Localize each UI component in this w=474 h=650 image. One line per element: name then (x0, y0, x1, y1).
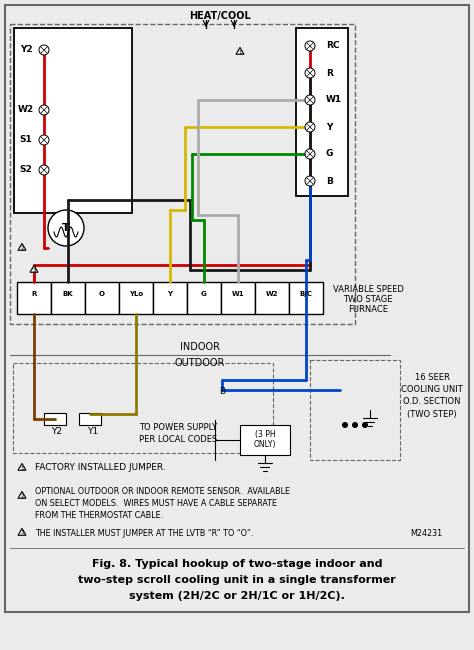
Polygon shape (18, 463, 26, 471)
Text: INDOOR: INDOOR (180, 342, 220, 352)
Text: Y: Y (167, 291, 173, 297)
Circle shape (39, 105, 49, 115)
Text: BK: BK (63, 291, 73, 297)
Text: S2: S2 (19, 166, 32, 174)
Polygon shape (236, 47, 244, 55)
Text: B: B (219, 387, 225, 395)
Text: Y2: Y2 (20, 46, 32, 55)
Circle shape (305, 95, 315, 105)
Text: G: G (326, 150, 333, 159)
Text: O: O (99, 291, 105, 297)
Polygon shape (30, 265, 38, 272)
Text: R: R (326, 68, 333, 77)
Bar (79, 413, 101, 425)
Circle shape (48, 210, 84, 246)
Text: 3: 3 (20, 530, 24, 536)
Bar (119, 282, 153, 314)
Text: 1: 1 (20, 465, 24, 471)
Text: FURNACE: FURNACE (348, 306, 388, 315)
Text: O.D. SECTION: O.D. SECTION (403, 398, 461, 406)
Text: R: R (31, 291, 36, 297)
Text: RC: RC (326, 42, 339, 51)
Text: YLo: YLo (129, 291, 143, 297)
Text: 16 SEER: 16 SEER (415, 374, 449, 382)
Text: THE INSTALLER MUST JUMPER AT THE LVTB “R” TO “O”.: THE INSTALLER MUST JUMPER AT THE LVTB “R… (35, 528, 254, 538)
Text: Y2: Y2 (52, 426, 63, 436)
Polygon shape (18, 243, 26, 250)
Text: W2: W2 (266, 291, 278, 297)
Text: system (2H/2C or 2H/1C or 1H/2C).: system (2H/2C or 2H/1C or 1H/2C). (129, 591, 345, 601)
Bar (44, 413, 66, 425)
Circle shape (342, 422, 348, 428)
Text: VARIABLE SPEED: VARIABLE SPEED (333, 285, 403, 294)
Circle shape (305, 122, 315, 132)
Bar (187, 282, 221, 314)
Text: (TWO STEP): (TWO STEP) (407, 410, 457, 419)
Bar (240, 425, 290, 455)
Bar (13, 363, 273, 453)
Circle shape (362, 422, 368, 428)
Text: G: G (201, 291, 207, 297)
Text: Y1: Y1 (87, 426, 99, 436)
Text: (3 PH: (3 PH (255, 430, 275, 439)
Circle shape (39, 135, 49, 145)
Circle shape (305, 176, 315, 186)
Text: TWO STAGE: TWO STAGE (343, 296, 393, 304)
Bar (221, 282, 255, 314)
Polygon shape (18, 528, 26, 536)
Text: OPTIONAL OUTDOOR OR INDOOR REMOTE SENSOR.  AVAILABLE: OPTIONAL OUTDOOR OR INDOOR REMOTE SENSOR… (35, 486, 290, 495)
Text: W2: W2 (18, 105, 34, 114)
Text: FROM THE THERMOSTAT CABLE.: FROM THE THERMOSTAT CABLE. (35, 510, 163, 519)
Text: W1: W1 (326, 96, 342, 105)
Text: ONLY): ONLY) (254, 441, 276, 450)
Bar (14, 28, 132, 213)
Circle shape (305, 149, 315, 159)
Text: TO POWER SUPPLY: TO POWER SUPPLY (139, 424, 217, 432)
Text: OUTDOOR: OUTDOOR (175, 358, 225, 368)
Bar (51, 282, 85, 314)
Bar (310, 360, 400, 460)
Text: W1: W1 (232, 291, 244, 297)
Text: ON SELECT MODELS.  WIRES MUST HAVE A CABLE SEPARATE: ON SELECT MODELS. WIRES MUST HAVE A CABL… (35, 499, 277, 508)
Text: 2: 2 (20, 493, 24, 499)
Text: M24231: M24231 (410, 528, 442, 538)
Bar (10, 24, 355, 324)
Text: 3: 3 (32, 268, 36, 272)
Text: PER LOCAL CODES: PER LOCAL CODES (139, 436, 217, 445)
Bar (85, 282, 119, 314)
Text: two-step scroll cooling unit in a single transformer: two-step scroll cooling unit in a single… (78, 575, 396, 585)
Circle shape (352, 422, 358, 428)
Text: HEAT/COOL: HEAT/COOL (189, 11, 251, 21)
Bar (289, 282, 323, 314)
Polygon shape (18, 491, 26, 499)
Bar (17, 282, 51, 314)
Text: B/C: B/C (300, 291, 312, 297)
Bar (296, 28, 348, 196)
Text: Y: Y (326, 122, 332, 131)
Text: Fig. 8. Typical hookup of two-stage indoor and: Fig. 8. Typical hookup of two-stage indo… (92, 559, 382, 569)
Circle shape (305, 68, 315, 78)
Circle shape (305, 41, 315, 51)
Text: COOLING UNIT: COOLING UNIT (401, 385, 463, 395)
Bar (153, 282, 187, 314)
Text: FACTORY INSTALLED JUMPER.: FACTORY INSTALLED JUMPER. (35, 463, 165, 473)
Text: S1: S1 (19, 135, 32, 144)
Text: B: B (326, 177, 333, 185)
Text: T: T (62, 223, 70, 233)
Circle shape (39, 165, 49, 175)
Bar (255, 282, 289, 314)
Text: 2: 2 (20, 246, 24, 250)
Circle shape (39, 45, 49, 55)
Text: 1: 1 (238, 49, 242, 55)
